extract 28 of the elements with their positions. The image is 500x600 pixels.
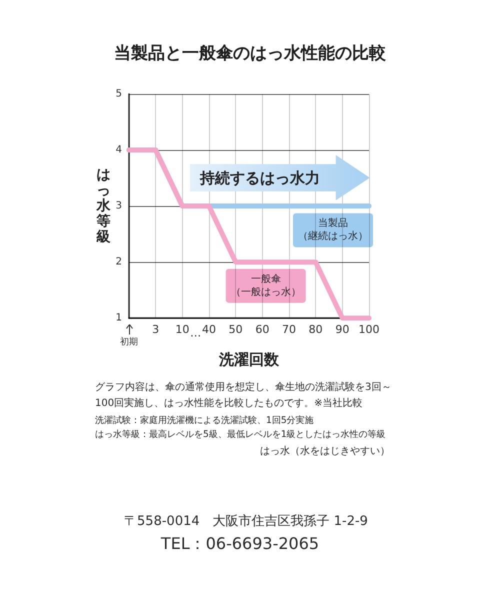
y-tick-label: 5 bbox=[116, 88, 122, 100]
text: 〒558-0014 大阪市住吉区我孫子 1-2-9 bbox=[124, 513, 368, 530]
x-tick-label: 80 bbox=[308, 323, 323, 336]
x-tick-label: 初期 bbox=[120, 336, 138, 348]
x-tick-label: 50 bbox=[228, 323, 243, 336]
y-tick-label: 4 bbox=[116, 144, 122, 156]
x-tick-label: 60 bbox=[255, 323, 270, 336]
text: TEL：06-6693-2065 bbox=[160, 534, 320, 554]
x-tick-label: 10 bbox=[175, 323, 190, 336]
text: はっ水等級：最高レベルを5級、最低レベルを1級としたはっ水性の等級 bbox=[95, 428, 386, 441]
text: … bbox=[190, 326, 202, 340]
x-tick-label: 70 bbox=[282, 323, 296, 336]
x-axis-title: 洗濯回数 bbox=[218, 350, 280, 368]
y-axis-title: はっ水等級 bbox=[96, 167, 112, 246]
x-tick-label: 40 bbox=[202, 323, 216, 336]
x-tick-label: 3 bbox=[152, 323, 160, 336]
text: はっ水（水をはじきやすい） bbox=[260, 445, 390, 459]
y-tick-label: 1 bbox=[116, 312, 122, 324]
text: グラフ内容は、傘の通常使用を想定し、傘生地の洗濯試験を3回～100回実施し、はっ水性能を比較したものです。※当社比較 bbox=[95, 380, 392, 411]
chart-title: 当製品と一般傘のはっ水性能の比較 bbox=[114, 44, 387, 64]
text: 洗濯試験：家庭用洗濯機による洗濯試験、1回5分実施 bbox=[95, 414, 314, 427]
series-label: 当製品（継続はっ水） bbox=[298, 217, 368, 242]
y-tick-label: 3 bbox=[116, 200, 122, 212]
x-tick-label: 100 bbox=[358, 323, 380, 336]
y-tick-label: 2 bbox=[116, 256, 122, 268]
x-tick-label: 90 bbox=[335, 323, 350, 336]
series-label: 一般傘（一般はっ水） bbox=[230, 272, 301, 298]
annotation: 持続するはっ水力 bbox=[200, 168, 320, 188]
